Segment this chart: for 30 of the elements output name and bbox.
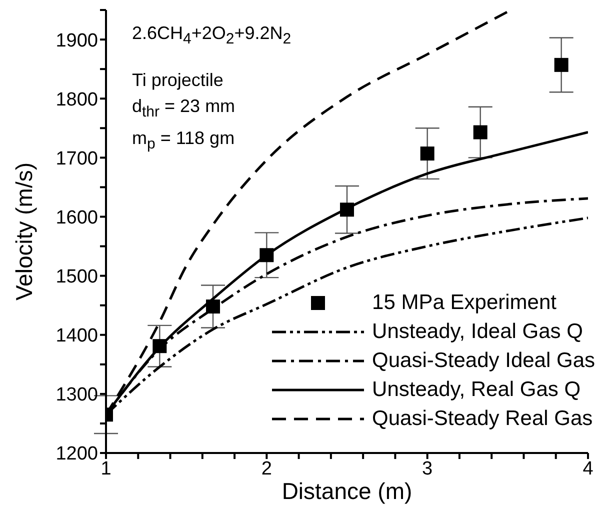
legend-label: 15 MPa Experiment	[372, 290, 556, 314]
x-tick-label: 3	[422, 458, 433, 480]
legend-label: Quasi-Steady Real Gas	[372, 406, 593, 430]
y-tick-label: 1400	[56, 326, 98, 347]
point	[420, 146, 434, 161]
x-tick-label: 1	[100, 458, 112, 480]
y-tick-label: 1200	[56, 444, 98, 465]
y-tick-label: 1500	[56, 266, 98, 288]
y-tick-label: 1800	[56, 89, 98, 110]
x-axis-title: Distance (m)	[282, 478, 412, 504]
y-axis-title: Velocity (m/s)	[11, 162, 38, 301]
annotation: 2.6CH$_{4}$+2O$_{2}$+9.2N$_{2}$	[132, 22, 292, 50]
y-tick-label: 1900	[56, 30, 98, 52]
legend-label: Unsteady, Real Gas Q	[372, 378, 581, 402]
x-tick-label: 4	[582, 458, 594, 480]
annotation: m$_{p}$ = 118 gm	[132, 127, 236, 155]
point	[554, 58, 568, 72]
legend-label: Unsteady, Ideal Gas Q	[372, 320, 583, 344]
x-tick-label: 2	[261, 458, 272, 480]
y-tick-label: 1300	[56, 384, 98, 406]
point	[152, 339, 167, 354]
y-tick-label: 1600	[56, 207, 98, 228]
point	[260, 248, 274, 262]
legend-label: Quasi-Steady Ideal Gas	[372, 348, 595, 372]
y-tick-label: 1700	[56, 148, 98, 170]
annotation: Ti projectile	[132, 68, 224, 92]
point	[206, 300, 220, 314]
point	[340, 202, 354, 217]
annotation: d$_{thr}$ = 23 mm	[132, 94, 236, 122]
point	[473, 125, 488, 140]
